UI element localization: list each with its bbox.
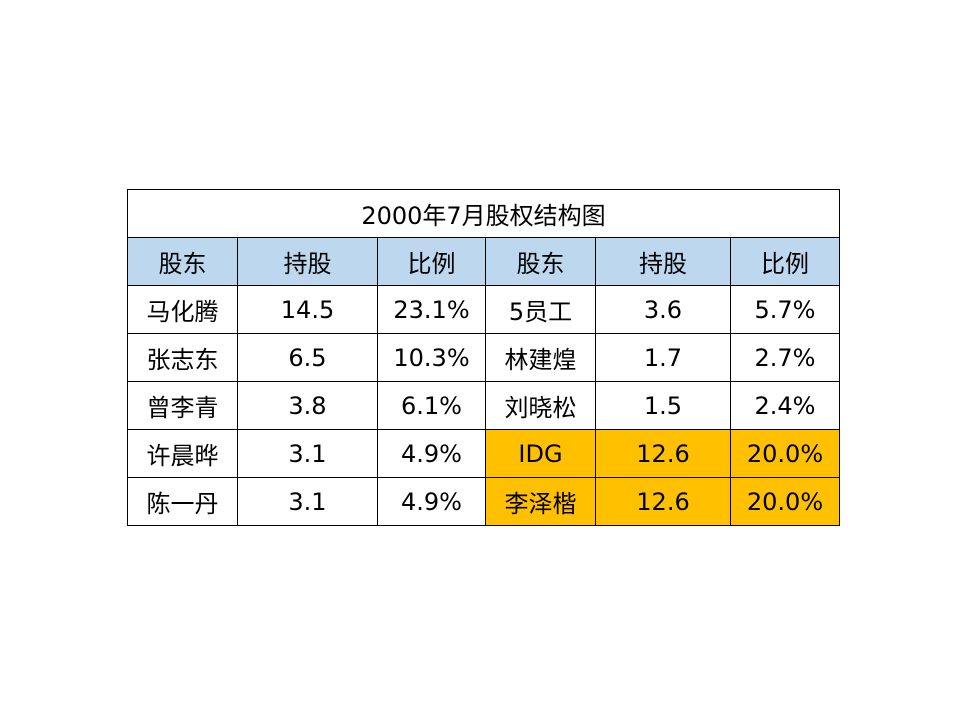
holder-cell: 5员工 xyxy=(485,285,596,334)
ratio-cell-highlighted: 20.0% xyxy=(729,429,841,478)
ratio-cell: 23.1% xyxy=(377,285,486,334)
ratio-cell: 4.9% xyxy=(377,477,486,526)
shares-cell: 14.5 xyxy=(237,285,378,334)
shares-cell: 3.1 xyxy=(237,429,378,478)
holder-cell-highlighted: IDG xyxy=(485,429,596,478)
ratio-cell: 4.9% xyxy=(377,429,486,478)
ratio-cell-highlighted: 20.0% xyxy=(729,477,841,526)
shares-cell: 1.5 xyxy=(595,381,731,430)
shares-cell-highlighted: 12.6 xyxy=(595,477,731,526)
shares-cell: 6.5 xyxy=(237,333,378,382)
shares-cell: 3.6 xyxy=(595,285,731,334)
equity-structure-table: 2000年7月股权结构图 股东 持股 比例 股东 持股 比例 马化腾 14.5 … xyxy=(126,189,841,526)
holder-cell: 马化腾 xyxy=(127,285,238,334)
ratio-cell: 2.4% xyxy=(729,381,841,430)
ratio-cell: 2.7% xyxy=(729,333,841,382)
holder-cell: 许晨晔 xyxy=(127,429,238,478)
table-row: 张志东 6.5 10.3% 林建煌 1.7 2.7% xyxy=(127,333,841,382)
ratio-cell: 5.7% xyxy=(729,285,841,334)
ratio-cell: 10.3% xyxy=(377,333,486,382)
table-row: 曾李青 3.8 6.1% 刘晓松 1.5 2.4% xyxy=(127,381,841,430)
holder-cell: 张志东 xyxy=(127,333,238,382)
header-holder-right: 股东 xyxy=(485,237,596,286)
table-title: 2000年7月股权结构图 xyxy=(126,189,841,238)
table-header-row: 股东 持股 比例 股东 持股 比例 xyxy=(127,237,841,286)
table-row: 陈一丹 3.1 4.9% 李泽楷 12.6 20.0% xyxy=(127,477,841,526)
holder-cell-highlighted: 李泽楷 xyxy=(485,477,596,526)
table-row: 马化腾 14.5 23.1% 5员工 3.6 5.7% xyxy=(127,285,841,334)
holder-cell: 林建煌 xyxy=(485,333,596,382)
holder-cell: 曾李青 xyxy=(127,381,238,430)
shares-cell-highlighted: 12.6 xyxy=(595,429,731,478)
header-ratio-right: 比例 xyxy=(729,237,841,286)
header-holder-left: 股东 xyxy=(127,237,238,286)
shares-cell: 1.7 xyxy=(595,333,731,382)
table-title-row: 2000年7月股权结构图 xyxy=(126,189,841,238)
header-shares-right: 持股 xyxy=(595,237,731,286)
holder-cell: 陈一丹 xyxy=(127,477,238,526)
header-shares-left: 持股 xyxy=(237,237,378,286)
table-row: 许晨晔 3.1 4.9% IDG 12.6 20.0% xyxy=(127,429,841,478)
ratio-cell: 6.1% xyxy=(377,381,486,430)
shares-cell: 3.1 xyxy=(237,477,378,526)
header-ratio-left: 比例 xyxy=(377,237,486,286)
shares-cell: 3.8 xyxy=(237,381,378,430)
holder-cell: 刘晓松 xyxy=(485,381,596,430)
